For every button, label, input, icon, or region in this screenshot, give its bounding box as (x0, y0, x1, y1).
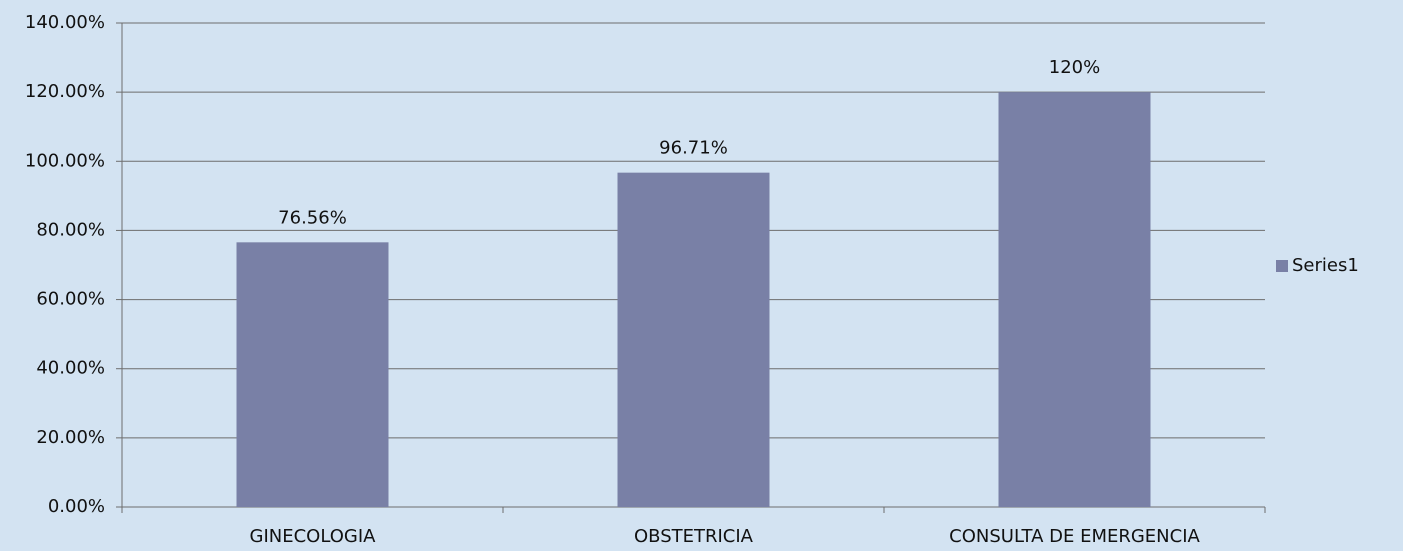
y-tick-label: 80.00% (36, 219, 105, 240)
legend-label: Series1 (1292, 255, 1359, 276)
y-tick-label: 40.00% (36, 358, 105, 379)
data-label: 76.56% (278, 207, 347, 228)
bar (236, 242, 389, 507)
bar (998, 92, 1151, 508)
y-tick-label: 20.00% (36, 427, 105, 448)
y-tick-label: 120.00% (25, 81, 105, 102)
y-tick-label: 140.00% (25, 12, 105, 33)
y-tick-label: 60.00% (36, 289, 105, 310)
legend-swatch (1276, 260, 1288, 272)
y-tick-label: 100.00% (25, 150, 105, 171)
data-label: 96.71% (659, 138, 728, 159)
data-label: 120% (1049, 57, 1100, 78)
y-tick-label: 0.00% (48, 496, 105, 517)
x-tick-label: CONSULTA DE EMERGENCIA (949, 526, 1200, 547)
x-tick-label: GINECOLOGIA (250, 526, 377, 547)
x-tick-label: OBSTETRICIA (634, 526, 754, 547)
bar (617, 172, 770, 507)
